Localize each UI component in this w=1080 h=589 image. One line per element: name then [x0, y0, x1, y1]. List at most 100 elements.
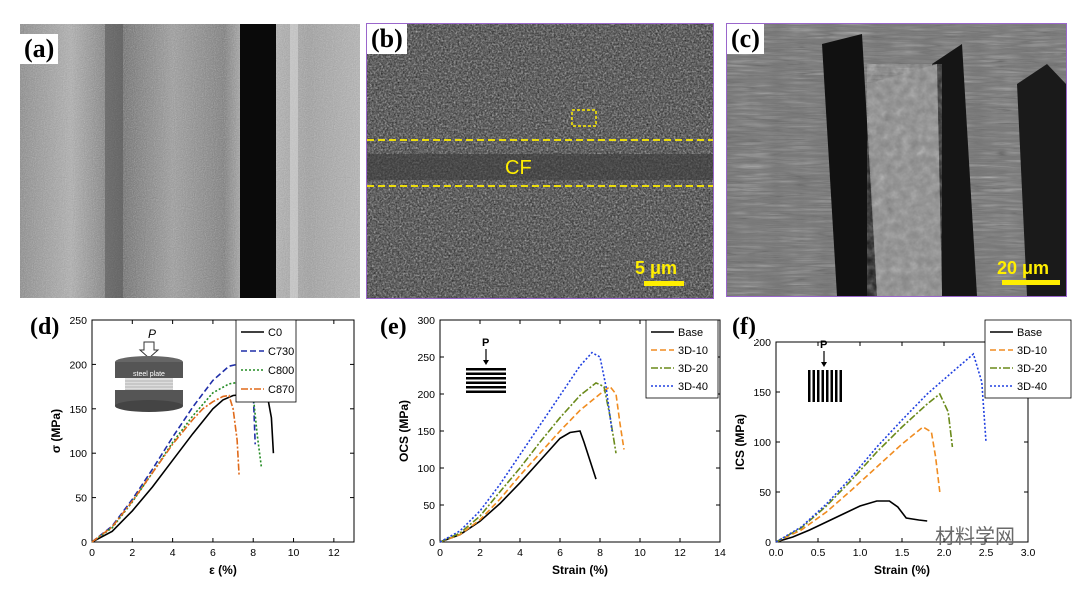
x-axis-label: Strain (%)	[874, 563, 930, 577]
x-axis-label: Strain (%)	[552, 563, 608, 577]
y-tick-label: 250	[417, 352, 435, 364]
y-axis-label: ICS (MPa)	[733, 414, 747, 470]
series-line-3d-10	[775, 426, 941, 543]
y-tick-label: 50	[75, 493, 87, 505]
y-axis-label: OCS (MPa)	[397, 400, 411, 462]
y-tick-label: 150	[69, 404, 87, 416]
x-tick-label: 1.5	[895, 547, 910, 559]
panel-label-b: (b)	[367, 24, 407, 54]
y-tick-label: 50	[759, 487, 771, 499]
horizontal-layer	[466, 386, 506, 389]
vertical-layer	[817, 370, 820, 402]
load-label: P	[148, 327, 156, 341]
series-line-3d-40	[775, 352, 987, 543]
x-tick-label: 0.5	[811, 547, 826, 559]
y-tick-label: 0	[765, 537, 771, 549]
sem-panel-b: CF 5 μm (b)	[366, 23, 714, 299]
cf-label: CF	[505, 157, 532, 179]
zoom-box	[571, 109, 597, 127]
panel-label-e: (e)	[380, 314, 407, 340]
scale-bar-label-c: 20 μm	[997, 258, 1049, 278]
chart-e-svg: 0 2 4 6 8 10 12 14 0 50 100 150 200 250 300 Strain (%) O…	[397, 315, 726, 577]
y-axis-label: σ (MPa)	[49, 409, 63, 453]
bottom-plate	[115, 400, 183, 412]
load-arrow	[138, 341, 160, 359]
y-tick-label: 100	[69, 448, 87, 460]
x-tick-label: 0	[437, 547, 443, 559]
y-tick-label: 0	[429, 537, 435, 549]
horizontal-layer	[466, 377, 506, 380]
loading-orientation-inset: P	[808, 339, 842, 402]
y-tick-label: 200	[753, 337, 771, 349]
chart-d: 0 2 4 6 8 10 12 0 50 100 150 200 250 ε (%) σ (MPa) C0 C7…	[30, 312, 370, 584]
x-tick-label: 8	[250, 547, 256, 559]
x-tick-label: 8	[597, 547, 603, 559]
vertical-layer	[835, 370, 838, 402]
scale-bar-b	[644, 281, 684, 286]
sem-image-b: CF 5 μm	[367, 24, 713, 298]
x-tick-label: 0	[89, 547, 95, 559]
legend-entry: Base	[1017, 327, 1042, 339]
plot-frame	[91, 319, 355, 543]
chart-e: 0 2 4 6 8 10 12 14 0 50 100 150 200 250 300 Strain (%) O…	[378, 312, 728, 584]
load-label: P	[482, 337, 489, 349]
vertical-layer	[839, 370, 842, 402]
x-tick-label: 14	[714, 547, 726, 559]
y-tick-label: 250	[69, 315, 87, 327]
scale-bar-label-b: 5 μm	[635, 258, 677, 278]
chart-f-svg: 0.0 0.5 1.0 1.5 2.0 2.5 3.0 0 50 100 150 200 Strain …	[733, 319, 1072, 577]
steel-plate-label: steel plate	[133, 371, 165, 378]
legend-entry: C800	[268, 365, 294, 377]
x-tick-label: 3.0	[1021, 547, 1036, 559]
series-line-3d-10	[439, 385, 625, 543]
x-tick-label: 1.0	[853, 547, 868, 559]
legend-box	[645, 319, 719, 399]
x-tick-label: 6	[557, 547, 563, 559]
sem-panel-a: (a)	[20, 24, 360, 298]
series-line-base	[439, 430, 597, 543]
vertical-layer	[808, 370, 811, 402]
y-tick-label: 150	[417, 426, 435, 438]
y-tick-label: 100	[417, 463, 435, 475]
panel-label-c: (c)	[727, 24, 764, 54]
vertical-layer	[826, 370, 829, 402]
series-line-3d-40	[439, 351, 613, 543]
x-axis-label: ε (%)	[209, 563, 237, 577]
chart-d-svg: 0 2 4 6 8 10 12 0 50 100 150 200 250 ε (%) σ (MPa) C0 C7…	[49, 315, 355, 577]
series-line-3d-20	[775, 392, 954, 543]
y-tick-label: 300	[417, 315, 435, 327]
legend-entry: C730	[268, 346, 294, 358]
y-tick-label: 100	[753, 437, 771, 449]
horizontal-layer	[466, 390, 506, 393]
sem-panel-c: 20 μm (c)	[726, 23, 1067, 297]
x-tick-label: 2	[129, 547, 135, 559]
legend-entry: 3D-40	[1017, 381, 1047, 393]
x-tick-label: 2	[477, 547, 483, 559]
series-line-c870	[91, 394, 240, 543]
y-tick-label: 200	[417, 389, 435, 401]
y-tick-label: 150	[753, 387, 771, 399]
horizontal-layer	[466, 381, 506, 384]
loading-orientation-inset: P	[466, 337, 506, 393]
chart-f: 0.0 0.5 1.0 1.5 2.0 2.5 3.0 0 50 100 150 200 Strain …	[730, 312, 1080, 584]
x-tick-label: 12	[328, 547, 340, 559]
series-line-base	[775, 500, 928, 543]
legend-box	[984, 319, 1072, 399]
x-tick-label: 4	[517, 547, 523, 559]
vertical-layer	[821, 370, 824, 402]
legend-entry: C870	[268, 384, 294, 396]
top-plate-body	[115, 362, 183, 378]
legend-entry: Base	[678, 327, 703, 339]
watermark-text: 材料学网	[935, 524, 1015, 548]
y-tick-label: 50	[423, 500, 435, 512]
load-label: P	[820, 339, 827, 351]
load-arrowhead	[483, 360, 489, 365]
series-line-3d-20	[439, 381, 617, 543]
legend-entry: 3D-20	[1017, 363, 1047, 375]
x-tick-label: 2.5	[979, 547, 994, 559]
legend-entry: 3D-10	[678, 345, 708, 357]
sem-image-a	[20, 24, 360, 298]
horizontal-layer	[466, 372, 506, 375]
load-arrowhead	[821, 362, 827, 367]
